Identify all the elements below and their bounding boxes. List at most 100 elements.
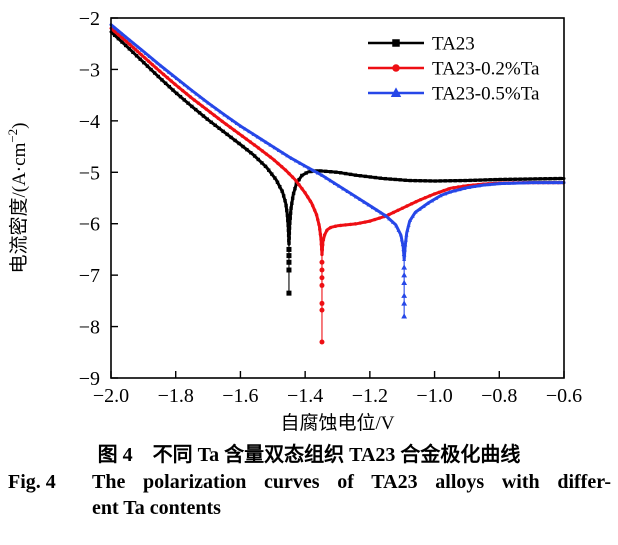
square-marker [300,173,304,178]
square-marker [288,211,293,215]
triangle-marker [206,100,211,105]
legend-label: TA23-0.5%Ta [432,84,540,105]
circle-marker [437,190,441,194]
square-marker [286,253,292,259]
circle-marker [290,175,295,179]
triangle-marker [527,180,532,185]
circle-marker [116,33,121,37]
square-marker [285,213,290,218]
triangle-marker [410,214,415,218]
circle-marker [154,66,158,70]
circle-marker [113,29,117,34]
square-marker [338,171,343,175]
square-marker [287,226,292,230]
circle-marker [146,59,151,63]
square-marker [458,178,462,183]
circle-marker [321,238,326,242]
square-marker [205,117,209,121]
triangle-marker [387,216,392,221]
caption-english: Fig. 4 The polarization curves of TA23 a… [0,469,618,521]
triangle-marker [507,181,512,185]
circle-marker [318,227,322,232]
circle-marker [319,307,325,313]
legend-label: TA23 [432,34,475,55]
legend-entry-TA23-0.5%Ta: TA23-0.5%Ta [368,84,540,105]
circle-marker [320,248,325,252]
square-marker [252,154,257,158]
triangle-marker [557,180,562,185]
square-marker [408,178,412,183]
y-tick-label: −2 [79,8,100,30]
triangle-marker [366,202,371,207]
legend-entry-TA23-0.2%Ta: TA23-0.2%Ta [368,59,540,80]
circle-marker [316,217,320,222]
circle-marker [169,79,173,83]
triangle-marker [457,187,462,192]
triangle-marker [522,180,527,185]
triangle-marker [255,134,260,139]
square-marker [443,179,447,183]
circle-marker [161,72,166,77]
triangle-marker [238,124,243,128]
square-marker [423,179,427,183]
circle-marker [319,267,325,273]
circle-marker [128,42,132,47]
triangle-marker [482,182,487,187]
triangle-marker [394,223,399,228]
square-marker [229,135,233,140]
square-marker [558,176,562,181]
triangle-marker [268,142,273,147]
circle-marker [451,186,456,190]
square-marker [287,236,291,240]
series-TA23 [109,30,566,296]
triangle-marker [243,126,248,131]
x-tick-label: −2.0 [93,385,129,407]
y-tick-label: −7 [79,265,100,287]
circle-marker [212,113,216,117]
circle-marker [287,171,291,176]
square-marker [383,176,387,181]
triangle-marker [401,264,408,270]
triangle-marker [370,205,375,210]
square-marker [287,231,292,235]
circle-marker [260,149,265,153]
triangle-marker [512,181,517,185]
caption-english-line2: ent Ta contents [92,497,221,519]
circle-marker [387,212,391,217]
y-tick-label: −6 [79,214,100,236]
square-marker [403,178,407,182]
triangle-marker [276,148,281,152]
triangle-marker [272,145,277,150]
polarization-chart-figure: −2.0 −1.8 −1.6 −1.4 −1.2 −1.0 −0.8 −0.6 −2 −3 −4 −5… [5,8,582,434]
square-marker [270,172,274,176]
square-marker [288,221,292,225]
square-marker [290,201,294,205]
square-marker [263,164,268,169]
square-marker [186,101,190,105]
square-marker [116,36,121,41]
circle-marker [423,196,427,200]
triangle-marker [542,180,547,185]
circle-marker [358,221,362,225]
circle-marker [200,104,204,108]
circle-marker [391,210,396,215]
square-marker [294,182,299,186]
square-marker [209,120,213,124]
triangle-marker [174,76,179,81]
square-marker [286,290,292,296]
triangle-marker [190,88,195,93]
triangle-marker [406,223,411,227]
x-tick-label: −1.8 [158,385,194,407]
triangle-marker [132,41,137,46]
triangle-marker [281,151,286,155]
circle-marker [319,275,325,281]
square-marker [171,88,175,92]
square-marker [433,179,437,183]
triangle-marker [452,188,457,193]
circle-marker [310,203,315,208]
triangle-marker [112,25,117,30]
square-marker [217,126,221,131]
square-marker [553,176,557,181]
circle-marker [303,191,307,195]
circle-marker [150,62,155,67]
